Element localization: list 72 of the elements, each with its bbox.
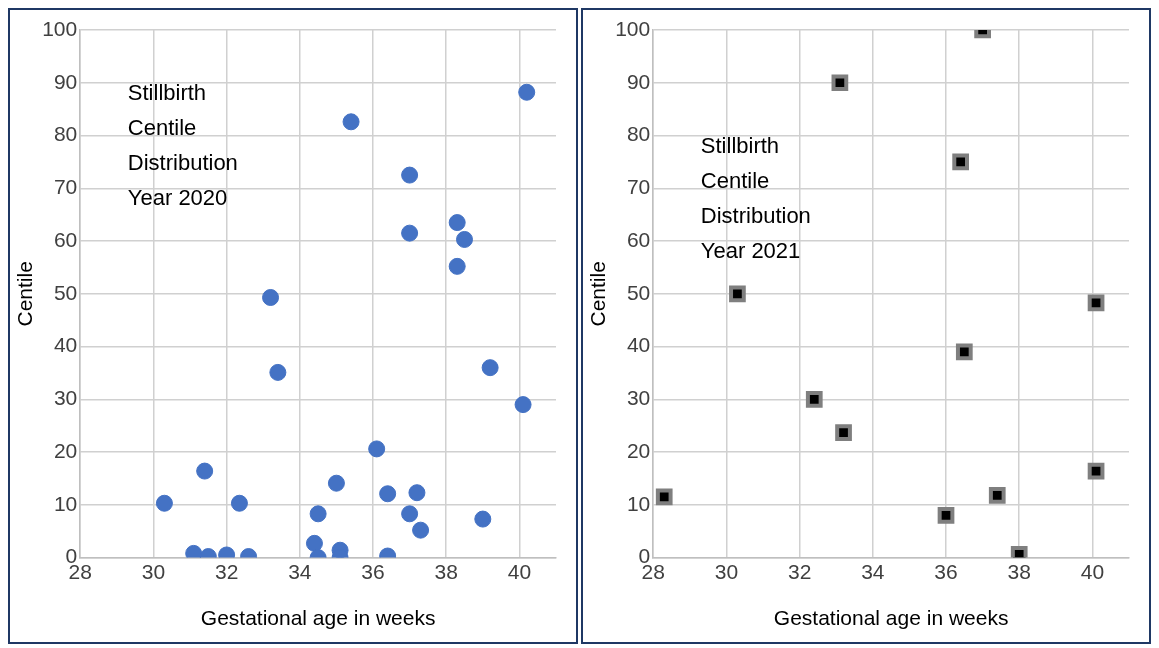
point bbox=[955, 343, 973, 361]
point bbox=[155, 494, 173, 512]
y-tick-label: 40 bbox=[53, 333, 78, 357]
y-tick-label: 70 bbox=[626, 175, 651, 199]
point bbox=[408, 484, 426, 502]
point bbox=[327, 474, 345, 492]
point bbox=[655, 488, 673, 506]
y-tick-label: 50 bbox=[626, 280, 651, 304]
point bbox=[481, 359, 499, 377]
point bbox=[448, 214, 466, 232]
x-tick-label: 38 bbox=[1007, 560, 1031, 583]
annotation: Stillbirth Centile Distribution Year 2020 bbox=[127, 79, 238, 210]
y-tick-label: 80 bbox=[626, 122, 651, 146]
x-tick-label: 36 bbox=[934, 560, 958, 583]
x-tick-label: 30 bbox=[714, 560, 739, 583]
y-tick-label: 90 bbox=[626, 69, 651, 93]
x-tick-label: 36 bbox=[361, 560, 385, 583]
y-tick-label: 60 bbox=[626, 227, 651, 251]
x-tick-label: 38 bbox=[434, 560, 458, 583]
point bbox=[196, 462, 214, 480]
point bbox=[262, 288, 280, 306]
point bbox=[1087, 462, 1105, 480]
point bbox=[952, 153, 970, 171]
y-tick-label: 60 bbox=[53, 227, 78, 251]
y-tick-label: 40 bbox=[626, 333, 651, 357]
point bbox=[448, 257, 466, 275]
point bbox=[805, 390, 823, 408]
point bbox=[474, 510, 492, 528]
point bbox=[835, 424, 852, 441]
point bbox=[988, 486, 1006, 504]
point bbox=[401, 224, 419, 242]
x-tick-label: 40 bbox=[1080, 560, 1105, 583]
x-axis-title: Gestational age in weeks bbox=[200, 606, 436, 630]
y-tick-label: 20 bbox=[53, 438, 78, 462]
point bbox=[514, 396, 532, 414]
point bbox=[368, 440, 386, 458]
annotation: Stillbirth Centile Distribution Year 2021 bbox=[700, 132, 811, 263]
y-axis-title: Centile bbox=[586, 261, 610, 327]
y-tick-label: 100 bbox=[615, 16, 651, 40]
x-tick-label: 30 bbox=[141, 560, 166, 583]
point bbox=[269, 363, 287, 381]
x-tick-label: 34 bbox=[861, 560, 885, 583]
point bbox=[412, 521, 430, 539]
point bbox=[729, 285, 746, 303]
x-tick-label: 32 bbox=[214, 560, 239, 583]
x-tick-label: 32 bbox=[787, 560, 812, 583]
point bbox=[937, 507, 955, 524]
y-tick-label: 90 bbox=[53, 69, 78, 93]
y-tick-label: 80 bbox=[53, 122, 78, 146]
y-tick-label: 30 bbox=[626, 386, 651, 410]
point bbox=[518, 83, 536, 101]
point bbox=[305, 534, 323, 552]
x-axis-title: Gestational age in weeks bbox=[773, 606, 1009, 630]
point bbox=[401, 166, 419, 184]
point bbox=[379, 485, 397, 503]
point bbox=[456, 230, 474, 248]
y-tick-label: 30 bbox=[53, 386, 78, 410]
y-tick-label: 10 bbox=[53, 491, 78, 515]
x-tick-label: 34 bbox=[288, 560, 312, 583]
x-tick-label: 40 bbox=[507, 560, 532, 583]
y-tick-label: 70 bbox=[53, 175, 78, 199]
point bbox=[342, 113, 360, 131]
point bbox=[309, 505, 327, 523]
y-axis-title: Centile bbox=[13, 261, 37, 327]
point bbox=[831, 74, 849, 92]
point bbox=[230, 494, 248, 512]
point bbox=[1087, 294, 1105, 312]
y-tick-label: 50 bbox=[53, 280, 78, 304]
y-tick-label: 20 bbox=[626, 438, 651, 462]
y-tick-label: 100 bbox=[42, 16, 78, 40]
point bbox=[401, 505, 419, 523]
y-tick-label: 10 bbox=[626, 491, 651, 515]
